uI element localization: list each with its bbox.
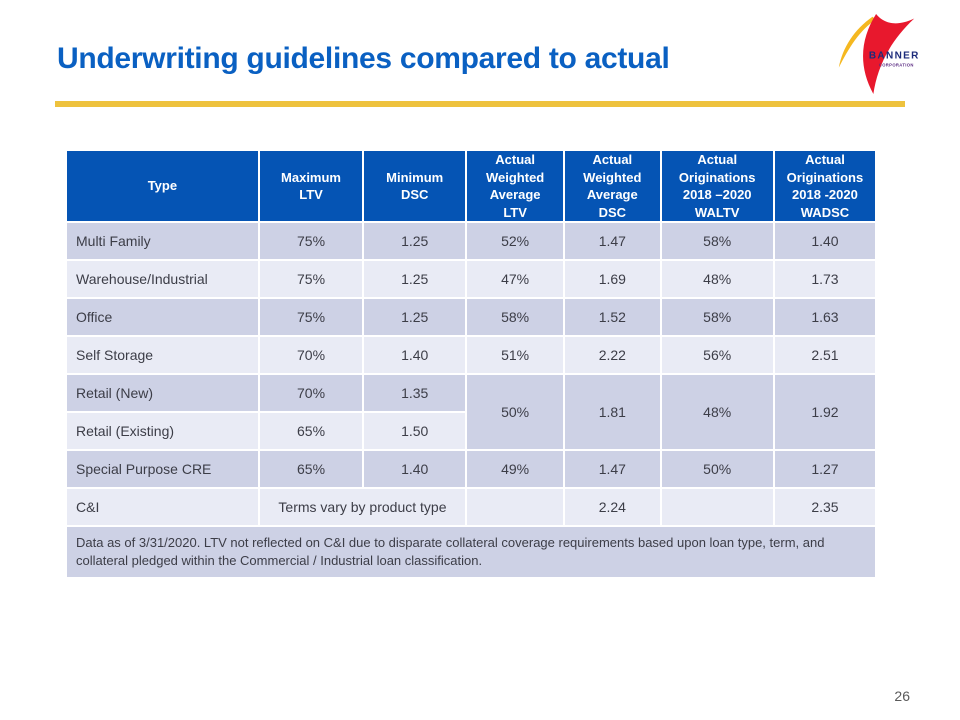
table-cell: 1.81 (563, 373, 662, 452)
column-header: Maximum LTV (257, 148, 365, 224)
table-cell: 1.92 (772, 373, 878, 452)
column-header: Type (65, 148, 260, 224)
table-cell: 1.25 (362, 259, 468, 300)
guidelines-table: Type Maximum LTV Minimum DSC Actual Weighte… (65, 148, 878, 580)
table-cell: 1.40 (772, 221, 878, 262)
table-cell: 75% (257, 297, 365, 338)
column-header: Minimum DSC (362, 148, 468, 224)
table-wrap: Type Maximum LTV Minimum DSC Actual Weighte… (65, 148, 878, 580)
column-header: Actual Originations 2018 -2020 WADSC (772, 148, 878, 224)
table-cell: 75% (257, 259, 365, 300)
table-cell: 70% (257, 335, 365, 376)
table-cell: Retail (New) (65, 373, 260, 414)
table-cell: 47% (465, 259, 566, 300)
table-row: Data as of 3/31/2020. LTV not reflected … (65, 525, 877, 580)
table-cell: 1.47 (563, 221, 662, 262)
column-header: Actual Weighted Average DSC (563, 148, 662, 224)
logo-red-sail (863, 14, 915, 94)
table-cell: Terms vary by product type (257, 487, 468, 528)
table-cell: Office (65, 297, 260, 338)
table-cell: 1.25 (362, 297, 468, 338)
table-cell: 2.22 (563, 335, 662, 376)
table-cell: 65% (257, 411, 365, 452)
table-cell: Self Storage (65, 335, 260, 376)
table-row: Type Maximum LTV Minimum DSC Actual Weighte… (65, 148, 878, 224)
table-cell: 1.35 (362, 373, 468, 414)
table-cell: 1.40 (362, 449, 468, 490)
table-cell: 51% (465, 335, 566, 376)
table-row: C&I Terms vary by product type 2.24 2.35 (65, 487, 878, 528)
table-cell: 1.27 (772, 449, 878, 490)
table-cell: 52% (465, 221, 566, 262)
table-cell: 2.24 (563, 487, 662, 528)
table-cell: 1.73 (772, 259, 878, 300)
table-cell: 1.50 (362, 411, 468, 452)
table-cell: 48% (659, 259, 775, 300)
page-title: Underwriting guidelines compared to actu… (57, 42, 670, 75)
table-cell: 70% (257, 373, 365, 414)
column-header: Actual Originations 2018 –2020 WALTV (659, 148, 775, 224)
table-cell (465, 487, 566, 528)
table-row: Office 75% 1.25 58% 1.52 58% 1.63 (65, 297, 878, 338)
table-cell: 75% (257, 221, 365, 262)
table-cell: 50% (465, 373, 566, 452)
table-cell: 65% (257, 449, 365, 490)
table-cell: 1.40 (362, 335, 468, 376)
table-row: Retail (Existing) 65% 1.50 (65, 411, 876, 452)
table-cell: 1.52 (563, 297, 662, 338)
table-cell: 1.47 (563, 449, 662, 490)
table-cell: 58% (465, 297, 566, 338)
table-cell: C&I (65, 487, 260, 528)
logo-company-text: BANNER (869, 51, 920, 62)
table-cell: 48% (659, 373, 775, 452)
table-cell: Multi Family (65, 221, 260, 262)
table-cell: Warehouse/Industrial (65, 259, 260, 300)
table-cell: 1.25 (362, 221, 468, 262)
table-cell: Special Purpose CRE (65, 449, 260, 490)
table-row: Special Purpose CRE 65% 1.40 49% 1.47 50% 1.27 (65, 449, 878, 490)
table-cell: 58% (659, 297, 775, 338)
table-cell: 1.63 (772, 297, 878, 338)
logo-suffix-text: CORPORATION (879, 63, 914, 68)
table-cell: 1.69 (563, 259, 662, 300)
table-cell: 2.51 (772, 335, 878, 376)
table-row: Self Storage 70% 1.40 51% 2.22 56% 2.51 (65, 335, 878, 376)
column-header: Actual Weighted Average LTV (465, 148, 566, 224)
table-cell: Retail (Existing) (65, 411, 260, 452)
table-header-row: Type Maximum LTV Minimum DSC Actual Weighte… (65, 148, 878, 224)
table-cell: 49% (465, 449, 566, 490)
table-cell: 56% (659, 335, 775, 376)
table-cell: 2.35 (772, 487, 878, 528)
title-divider (55, 101, 905, 107)
table-cell: 50% (659, 449, 775, 490)
table-row: Warehouse/Industrial 75% 1.25 47% 1.69 48% 1.7… (65, 259, 878, 300)
table-row: Retail (New) 70% 1.35 50% 1.81 48% 1.92 (65, 373, 878, 452)
banner-logo-icon: BANNER CORPORATION (838, 14, 920, 94)
table-body: Multi Family 75% 1.25 52% 1.47 58% 1.40 Warehou… (65, 221, 878, 528)
table-row: Multi Family 75% 1.25 52% 1.47 58% 1.40 (65, 221, 878, 262)
table-cell (659, 487, 775, 528)
page-number: 26 (894, 688, 910, 704)
banner-logo: BANNER CORPORATION (827, 10, 927, 98)
table-footnote: Data as of 3/31/2020. LTV not reflected … (65, 525, 877, 580)
table-cell: 58% (659, 221, 775, 262)
